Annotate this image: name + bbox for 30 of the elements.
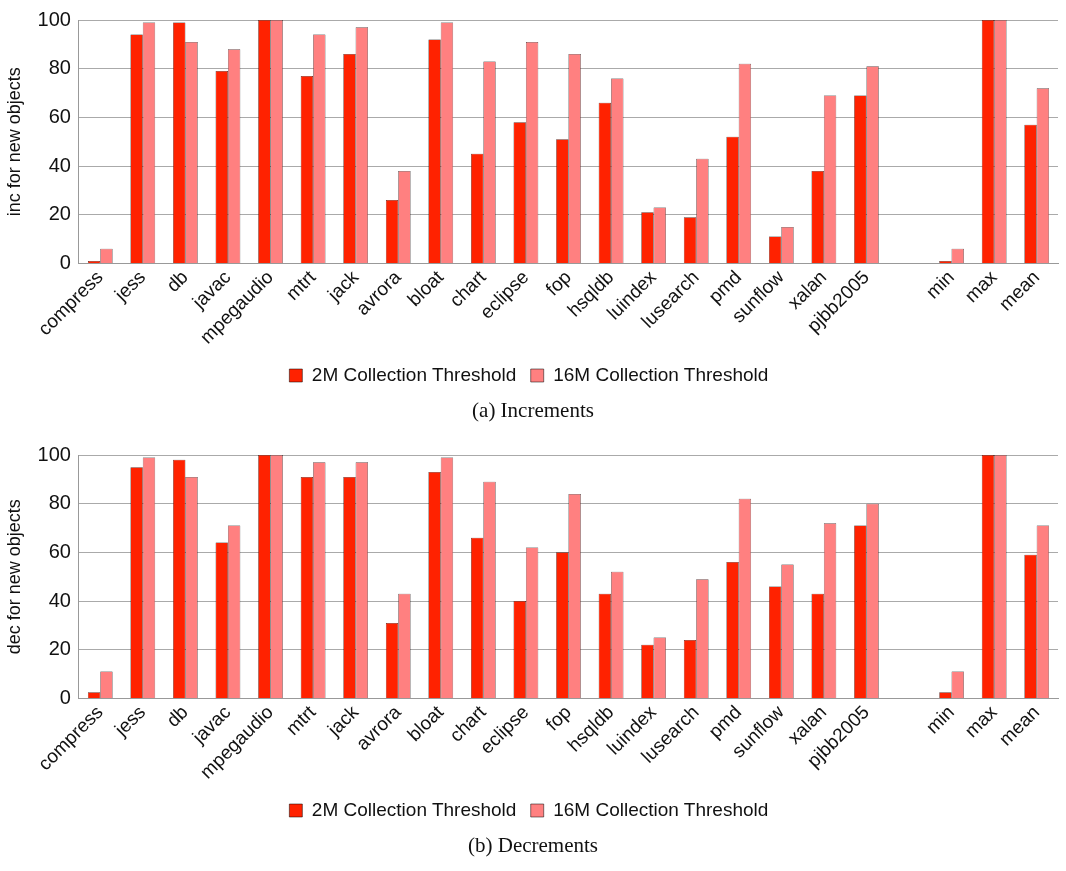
y-tick-label: 60 [48,539,71,562]
x-tick-label: mtrt [281,265,321,305]
x-tick-label: jess [109,266,150,306]
y-tick-label: 80 [48,491,71,514]
legend-label: 16M Collection Threshold [553,363,769,385]
text: (a) Increments [471,397,595,424]
y-tick-label: 20 [48,202,71,225]
legend-label: 2M Collection Threshold [311,798,517,820]
y-tick-label: 0 [59,685,71,708]
y-tick-label: 60 [48,104,71,127]
x-tick-label: mtrt [281,700,321,740]
x-tick-label: min [921,266,959,303]
y-tick-label: 100 [37,442,71,465]
y-tick-label: 40 [48,588,71,611]
legend-label: 16M Collection Threshold [553,798,769,820]
y-tick-label: 20 [48,637,71,660]
y-tick-label: 80 [48,56,71,79]
y-axis-title: inc for new objects [3,67,24,217]
x-tick-label: max [960,700,1002,742]
y-tick-label: 0 [59,250,71,273]
x-tick-label: jess [109,701,150,741]
legend-label: 2M Collection Threshold [311,363,517,385]
y-tick-label: 40 [48,153,71,176]
text: (b) Decrements [467,832,599,859]
x-tick-label: max [960,265,1002,307]
x-tick-label: min [921,701,959,738]
y-tick-label: 100 [37,7,71,30]
x-tick-label: db [162,701,192,731]
y-axis-title: dec for new objects [3,499,24,655]
x-tick-label: db [162,266,192,296]
